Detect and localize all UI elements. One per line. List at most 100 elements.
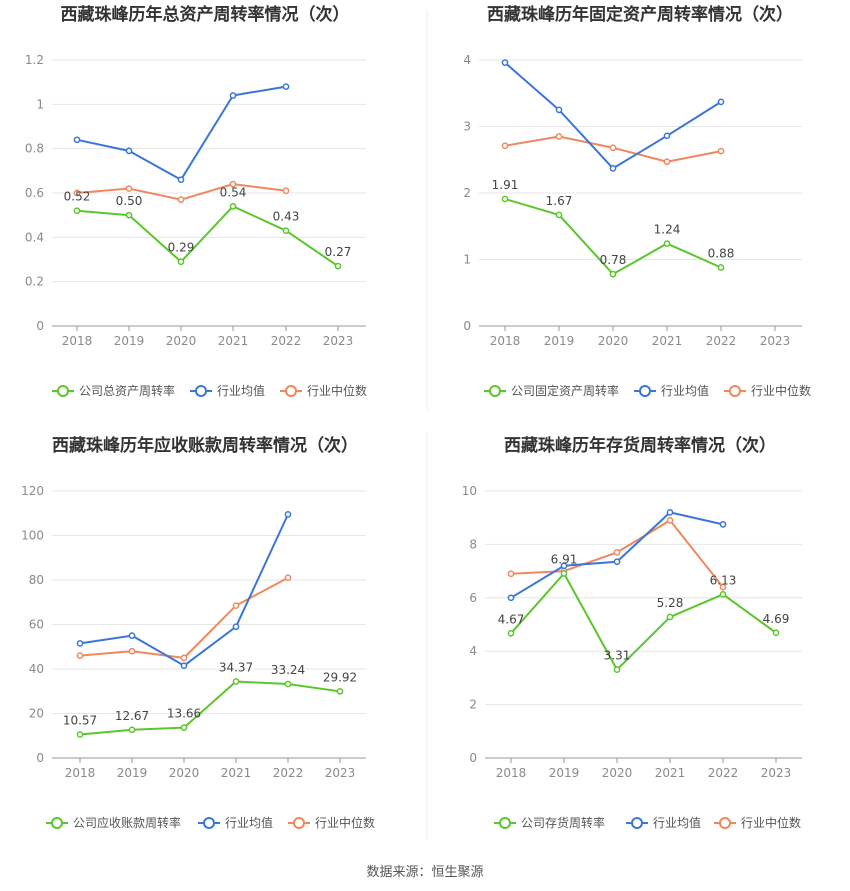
legend-item-industry-median[interactable]: 行业中位数 xyxy=(280,383,367,398)
data-point-company[interactable] xyxy=(76,731,84,738)
data-point-industry-avg[interactable] xyxy=(177,176,185,184)
data-point-company[interactable] xyxy=(229,202,237,210)
x-tick-label: 2019 xyxy=(117,766,148,780)
data-point-industry-avg[interactable] xyxy=(663,132,671,140)
legend-marker xyxy=(57,385,69,397)
data-point-company[interactable] xyxy=(125,211,133,219)
data-point-company[interactable] xyxy=(609,270,617,278)
data-label: 3.31 xyxy=(604,649,631,663)
legend-item-company[interactable]: 公司固定资产周转率 xyxy=(484,383,619,398)
legend-item-industry-avg[interactable]: 行业均值 xyxy=(634,383,709,398)
data-point-industry-median[interactable] xyxy=(719,583,727,591)
data-point-industry-avg[interactable] xyxy=(717,98,725,106)
data-point-industry-median[interactable] xyxy=(284,574,292,582)
data-point-company[interactable] xyxy=(334,262,342,270)
data-point-industry-median[interactable] xyxy=(613,549,621,556)
legend-item-company[interactable]: 公司总资产周转率 xyxy=(52,383,175,398)
legend-label: 行业均值 xyxy=(217,383,265,398)
legend-item-industry-median[interactable]: 行业中位数 xyxy=(288,815,375,830)
data-point-industry-median[interactable] xyxy=(663,158,671,166)
data-point-company[interactable] xyxy=(128,726,136,734)
data-point-industry-median[interactable] xyxy=(177,196,185,203)
data-point-industry-median[interactable] xyxy=(73,189,81,197)
legend-label: 公司固定资产周转率 xyxy=(511,383,619,398)
y-tick-label: 4 xyxy=(469,644,477,658)
data-point-industry-avg[interactable] xyxy=(613,558,621,566)
data-point-company[interactable] xyxy=(772,629,780,637)
data-point-company[interactable] xyxy=(282,227,290,235)
legend-item-industry-avg[interactable]: 行业均值 xyxy=(626,815,701,830)
y-tick-label: 1 xyxy=(463,253,471,267)
data-point-industry-avg[interactable] xyxy=(666,509,674,516)
x-tick-label: 2020 xyxy=(602,766,633,780)
legend-item-company[interactable]: 公司应收账款周转率 xyxy=(46,815,181,830)
data-point-company[interactable] xyxy=(555,211,563,219)
data-point-industry-median[interactable] xyxy=(229,180,237,188)
data-point-industry-median[interactable] xyxy=(125,185,133,192)
data-label: 13.66 xyxy=(167,707,201,721)
data-point-company[interactable] xyxy=(501,195,509,203)
data-point-industry-avg[interactable] xyxy=(180,662,188,670)
data-point-company[interactable] xyxy=(666,613,674,621)
data-point-company[interactable] xyxy=(613,666,621,673)
data-point-industry-median[interactable] xyxy=(128,647,136,655)
y-tick-label: 0 xyxy=(463,319,471,333)
data-point-industry-avg[interactable] xyxy=(76,640,84,647)
data-point-industry-avg[interactable] xyxy=(232,623,240,631)
chart-title: 西藏珠峰历年总资产周转率情况（次） xyxy=(61,4,350,25)
legend-item-industry-avg[interactable]: 行业均值 xyxy=(198,815,273,830)
data-point-company[interactable] xyxy=(507,629,515,637)
data-point-industry-median[interactable] xyxy=(717,147,725,155)
data-point-industry-avg[interactable] xyxy=(128,632,136,639)
y-tick-label: 120 xyxy=(21,484,44,498)
legend-item-company[interactable]: 公司存货周转率 xyxy=(494,815,605,830)
data-point-industry-median[interactable] xyxy=(76,652,84,660)
y-tick-label: 8 xyxy=(469,537,477,551)
data-point-company[interactable] xyxy=(177,258,185,266)
data-point-industry-avg[interactable] xyxy=(609,165,617,172)
data-point-industry-avg[interactable] xyxy=(501,59,509,67)
legend-item-industry-median[interactable]: 行业中位数 xyxy=(724,383,811,398)
x-tick-label: 2022 xyxy=(273,766,304,780)
data-point-industry-avg[interactable] xyxy=(73,136,81,144)
data-point-industry-median[interactable] xyxy=(507,570,515,578)
data-point-industry-median[interactable] xyxy=(282,187,290,195)
y-tick-label: 4 xyxy=(463,53,471,67)
data-point-industry-avg[interactable] xyxy=(560,562,568,570)
data-label: 1.67 xyxy=(546,194,573,208)
data-point-company[interactable] xyxy=(284,680,292,688)
data-point-industry-median[interactable] xyxy=(180,654,188,662)
data-point-company[interactable] xyxy=(560,570,568,577)
data-point-company[interactable] xyxy=(717,264,725,271)
legend-item-industry-median[interactable]: 行业中位数 xyxy=(714,815,801,830)
data-label: 1.24 xyxy=(654,223,681,237)
data-point-industry-median[interactable] xyxy=(555,133,563,140)
y-tick-label: 20 xyxy=(29,707,44,721)
data-point-industry-avg[interactable] xyxy=(125,147,133,155)
legend-item-industry-avg[interactable]: 行业均值 xyxy=(190,383,265,398)
data-point-industry-avg[interactable] xyxy=(719,521,727,528)
data-point-industry-avg[interactable] xyxy=(284,511,292,518)
series-line-industry-avg xyxy=(76,85,287,181)
x-tick-label: 2020 xyxy=(598,334,629,348)
data-point-industry-median[interactable] xyxy=(609,144,617,152)
data-point-company[interactable] xyxy=(663,240,671,247)
data-point-company[interactable] xyxy=(336,688,344,695)
chart-panel-4: 西藏珠峰历年存货周转率情况（次） 0 2 4 6 8 10 2018 2019 2020 2021 2… xyxy=(462,435,802,830)
series-line-industry-median xyxy=(79,576,289,659)
data-point-industry-avg[interactable] xyxy=(282,83,290,90)
data-point-company[interactable] xyxy=(180,724,188,731)
data-point-company[interactable] xyxy=(232,678,240,685)
data-point-industry-avg[interactable] xyxy=(229,92,237,99)
data-point-industry-median[interactable] xyxy=(666,517,674,524)
data-label: 4.67 xyxy=(498,612,525,626)
data-point-company[interactable] xyxy=(73,207,81,215)
x-tick-label: 2022 xyxy=(271,334,302,348)
data-point-industry-median[interactable] xyxy=(232,602,240,609)
data-point-industry-median[interactable] xyxy=(501,142,509,150)
data-point-company[interactable] xyxy=(719,590,727,598)
x-tick-label: 2023 xyxy=(760,334,791,348)
series-line-company xyxy=(510,572,777,671)
data-point-industry-avg[interactable] xyxy=(507,594,515,602)
data-point-industry-avg[interactable] xyxy=(555,106,563,114)
